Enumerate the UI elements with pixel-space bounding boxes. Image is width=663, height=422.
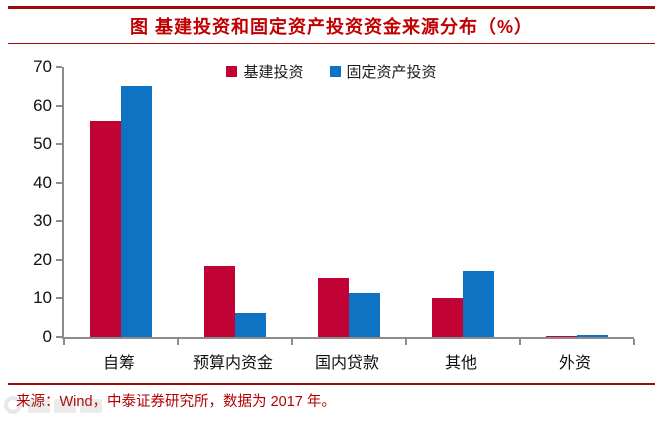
- top-rule: [8, 6, 655, 9]
- plot-area: [56, 66, 635, 345]
- legend-swatch-icon: [226, 66, 238, 77]
- legend-swatch-icon: [329, 66, 341, 77]
- y-tick-label: 50: [33, 134, 52, 154]
- y-tick-mark: [56, 181, 62, 184]
- watermark-logo: [2, 394, 114, 420]
- source-note: 来源：Wind，中泰证券研究所，数据为 2017 年。: [16, 394, 336, 410]
- x-category-label: 其他: [444, 355, 477, 372]
- x-tick-mark: [519, 339, 521, 345]
- y-tick-label: 10: [33, 288, 52, 308]
- x-category-label: 外资: [558, 355, 591, 372]
- y-tick-mark: [56, 143, 62, 146]
- bar-固定资产投资-自筹: [121, 86, 152, 337]
- bar-固定资产投资-其他: [463, 270, 494, 337]
- y-tick-label: 60: [33, 95, 52, 115]
- y-tick-mark: [56, 220, 62, 223]
- x-category-label: 自筹: [102, 355, 135, 372]
- y-tick-label: 30: [33, 211, 52, 231]
- bar-基建投资-其他: [432, 297, 463, 337]
- bar-chart: 0 10 20 30 40 50 60 70 自筹 预算内资金 国内贷款 其他 外资: [0, 57, 663, 377]
- y-tick-mark: [56, 336, 62, 338]
- x-category-label: 国内贷款: [314, 355, 379, 372]
- x-category-label: 预算内资金: [192, 355, 273, 372]
- legend-label: 基建投资: [243, 64, 304, 81]
- x-tick-mark: [291, 339, 293, 345]
- y-tick-mark: [56, 104, 62, 107]
- x-tick-mark: [633, 339, 635, 345]
- x-tick-mark: [177, 339, 179, 345]
- bar-固定资产投资-国内贷款: [349, 293, 380, 337]
- footer-rule: [8, 383, 655, 385]
- legend-label: 固定资产投资: [346, 64, 437, 81]
- y-tick-mark: [56, 66, 62, 68]
- legend-item-1: 固定资产投资: [329, 61, 437, 82]
- y-tick-label: 0: [42, 327, 52, 346]
- bar-基建投资-自筹: [90, 121, 121, 337]
- bar-基建投资-预算内资金: [204, 266, 235, 337]
- legend-item-0: 基建投资: [226, 61, 304, 82]
- watermark-circle-icon: [4, 396, 22, 414]
- y-tick-mark: [56, 297, 62, 300]
- chart-title: 图 基建投资和固定资产投资资金来源分布（%）: [129, 17, 533, 37]
- bar-基建投资-外资: [546, 335, 577, 337]
- y-tick-mark: [56, 258, 62, 261]
- bar-固定资产投资-外资: [577, 335, 608, 337]
- bar-基建投资-国内贷款: [318, 278, 349, 337]
- y-axis-labels: 0 10 20 30 40 50 60 70: [0, 57, 52, 346]
- bar-固定资产投资-预算内资金: [235, 313, 266, 337]
- y-tick-label: 70: [33, 57, 52, 76]
- title-underline-rule: [8, 43, 655, 44]
- chart-legend: 基建投资 固定资产投资: [0, 61, 663, 82]
- y-tick-label: 20: [33, 249, 52, 269]
- y-tick-label: 40: [33, 172, 52, 192]
- x-tick-mark: [405, 339, 407, 345]
- x-tick-mark: [63, 339, 65, 345]
